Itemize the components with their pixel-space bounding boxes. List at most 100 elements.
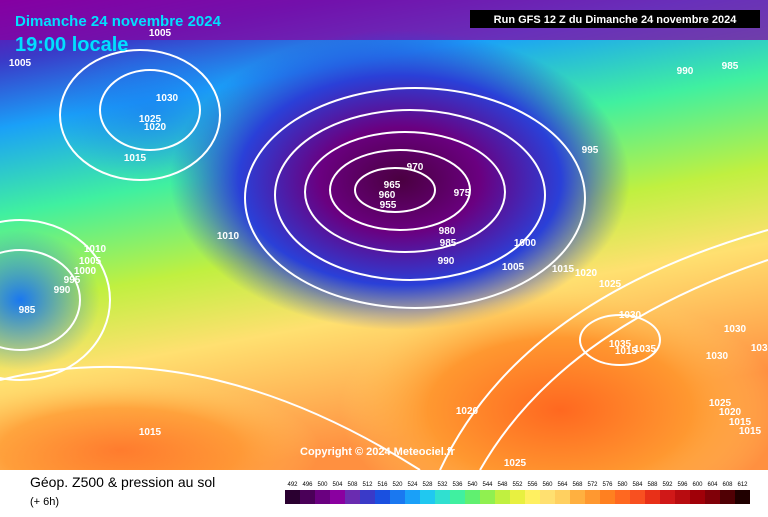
colorbar-swatch	[285, 490, 300, 504]
isobar-label: 1035	[634, 344, 657, 355]
isobar-label: 1025	[709, 398, 732, 409]
isobar-label: 1020	[719, 407, 742, 418]
colorbar-label: 604	[707, 482, 718, 488]
colorbar-label: 524	[407, 482, 418, 488]
isobar-label: 960	[379, 190, 396, 201]
colorbar-label: 608	[722, 482, 733, 488]
colorbar-label: 512	[362, 482, 373, 488]
colorbar-label: 552	[512, 482, 523, 488]
colorbar-label: 600	[692, 482, 703, 488]
colorbar-swatch	[585, 490, 600, 504]
isobar-label: 1015	[552, 264, 575, 275]
colorbar-swatch	[555, 490, 570, 504]
colorbar-swatch	[615, 490, 630, 504]
colorbar-label: 532	[437, 482, 448, 488]
isobar-label: 995	[582, 145, 599, 156]
isobar-label: 1025	[504, 458, 527, 469]
colorbar-label: 584	[632, 482, 643, 488]
isobar-label: 1015	[124, 153, 147, 164]
colorbar-swatch	[390, 490, 405, 504]
colorbar-swatch	[525, 490, 540, 504]
run-info: Run GFS 12 Z du Dimanche 24 novembre 202…	[494, 14, 738, 26]
colorbar-swatch	[360, 490, 375, 504]
colorbar-label: 536	[452, 482, 463, 488]
isobar-label: 965	[384, 180, 401, 191]
copyright: Copyright © 2024 Meteociel.fr	[300, 446, 456, 458]
isobar-label: 1020	[456, 406, 479, 417]
colorbar-swatch	[450, 490, 465, 504]
isobar-label: 1030	[619, 310, 642, 321]
isobar-label: 1030	[724, 324, 747, 335]
colorbar-label: 588	[647, 482, 658, 488]
colorbar-swatch	[465, 490, 480, 504]
isobar-label: 955	[380, 200, 397, 211]
isobar-label: 985	[440, 238, 457, 249]
colorbar-swatch	[495, 490, 510, 504]
isobar-label: 970	[407, 162, 424, 173]
isobar-label: 990	[54, 285, 71, 296]
colorbar-swatch	[345, 490, 360, 504]
colorbar-label: 520	[392, 482, 403, 488]
isobar-label: 1010	[217, 231, 240, 242]
colorbar-swatch	[405, 490, 420, 504]
isobar-label: 1000	[74, 266, 97, 277]
colorbar-label: 592	[662, 482, 673, 488]
isobar-label: 1005	[79, 256, 102, 267]
colorbar-swatch	[705, 490, 720, 504]
colorbar-label: 508	[347, 482, 358, 488]
colorbar-label: 500	[317, 482, 328, 488]
isobar-label: 1030	[156, 93, 179, 104]
colorbar-swatch	[570, 490, 585, 504]
colorbar-label: 564	[557, 482, 568, 488]
isobar-label: 1005	[149, 28, 172, 39]
isobar-label: 990	[438, 256, 455, 267]
isobar-label: 1015	[739, 426, 762, 437]
local-time: 19:00 locale	[15, 34, 128, 56]
colorbar-swatch	[645, 490, 660, 504]
colorbar-swatch	[375, 490, 390, 504]
colorbar-label: 528	[422, 482, 433, 488]
isobar-label: 1015	[729, 417, 752, 428]
colorbar-swatch	[510, 490, 525, 504]
isobar-label: 985	[19, 305, 36, 316]
isobar-label: 980	[439, 226, 456, 237]
colorbar-swatch	[420, 490, 435, 504]
run-banner	[470, 10, 760, 28]
colorbar-swatch	[435, 490, 450, 504]
isobar-label: 1025	[139, 114, 162, 125]
colorbar-label: 572	[587, 482, 598, 488]
colorbar-label: 580	[617, 482, 628, 488]
isobar-label: 985	[722, 61, 739, 72]
colorbar-swatch	[660, 490, 675, 504]
colorbar-label: 612	[737, 482, 748, 488]
isobar-label: 1005	[502, 262, 525, 273]
colorbar-label: 504	[332, 482, 343, 488]
colorbar-label: 496	[302, 482, 313, 488]
colorbar-swatch	[540, 490, 555, 504]
colorbar-label: 516	[377, 482, 388, 488]
isobar-label: 1015	[139, 427, 162, 438]
isobar-label: 1020	[575, 268, 598, 279]
date: Dimanche 24 novembre 2024	[15, 13, 222, 30]
footer-title: Géop. Z500 & pression au sol	[30, 474, 215, 490]
colorbar-swatch	[480, 490, 495, 504]
isobar-label: 990	[677, 66, 694, 77]
colorbar-swatch	[300, 490, 315, 504]
colorbar-swatch	[675, 490, 690, 504]
colorbar-swatch	[690, 490, 705, 504]
footer-lead: (+ 6h)	[30, 496, 59, 508]
colorbar-label: 548	[497, 482, 508, 488]
isobar-label: 1025	[599, 279, 622, 290]
isobar-label: 995	[64, 275, 81, 286]
colorbar: 492 496 500 504 508 512 516 520 524 528 532 536 540 5…	[285, 482, 750, 504]
isobar-label: 1020	[144, 122, 167, 133]
isobar-label: 1015	[615, 346, 638, 357]
colorbar-swatch	[315, 490, 330, 504]
colorbar-label: 576	[602, 482, 613, 488]
colorbar-label: 492	[287, 482, 298, 488]
colorbar-swatch	[720, 490, 735, 504]
isobars	[0, 49, 768, 471]
isobar-label: 1010	[84, 244, 107, 255]
